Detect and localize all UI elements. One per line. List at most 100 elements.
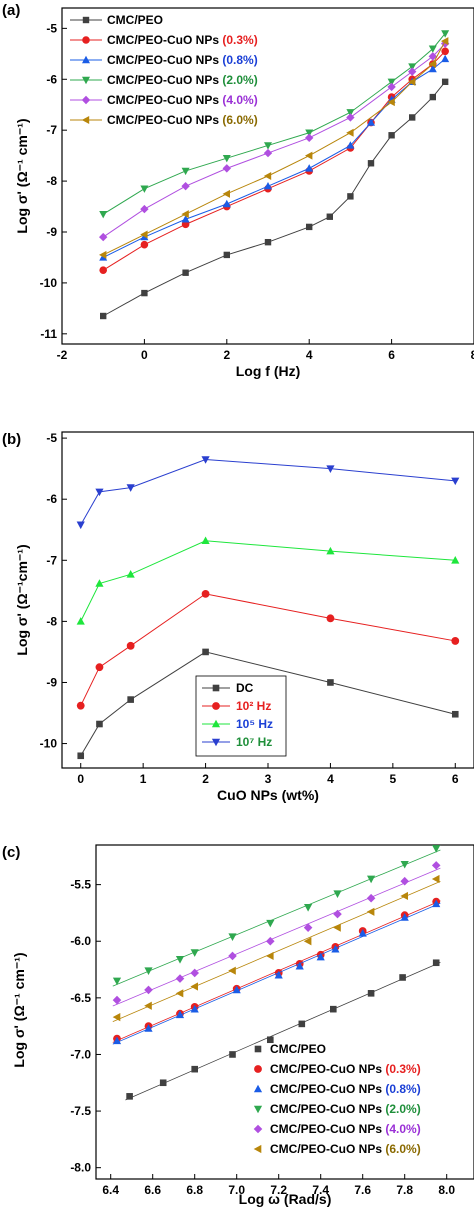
data-point xyxy=(232,985,241,994)
panel-b-legend-label-3: 10⁵ Hz xyxy=(236,717,273,731)
data-point xyxy=(388,132,395,139)
data-point xyxy=(228,951,237,961)
data-point xyxy=(181,210,189,219)
data-point xyxy=(202,648,209,656)
data-point xyxy=(222,199,231,208)
series-line-4 xyxy=(80,458,456,526)
panel-c-legend-label-4: CMC/PEO-CuO NPs (2.0%) xyxy=(270,1102,421,1116)
data-point xyxy=(304,903,313,912)
data-point xyxy=(303,923,313,932)
panel-c-y-axis-label: Log σ' (Ω⁻¹ cm⁻¹) xyxy=(11,952,27,1067)
data-point xyxy=(347,193,354,200)
x-tick-label: 6 xyxy=(388,348,395,362)
data-point xyxy=(144,1001,152,1010)
data-point xyxy=(428,52,437,61)
data-point xyxy=(76,617,85,625)
series-line-2 xyxy=(102,50,446,271)
data-point xyxy=(100,312,107,320)
data-point xyxy=(175,989,184,998)
data-point xyxy=(346,109,355,117)
data-point xyxy=(431,861,441,870)
legend-marker xyxy=(82,76,90,85)
panel-b-legend-label-1: DC xyxy=(236,681,254,695)
x-tick-label: 2 xyxy=(223,348,230,362)
panel-a-x-axis-label: Log f (Hz) xyxy=(236,363,301,379)
data-point xyxy=(305,151,313,160)
y-tick-label: -11 xyxy=(40,327,57,341)
data-point xyxy=(182,269,189,276)
data-point xyxy=(141,289,148,297)
data-point xyxy=(441,47,449,56)
legend-marker xyxy=(81,116,90,124)
x-tick-label: 6.6 xyxy=(144,1183,161,1197)
data-point xyxy=(305,129,314,137)
data-point xyxy=(333,923,341,932)
panel-c: (c) Log σ' (Ω⁻¹ cm⁻¹) Log ω (Rad/s) 6.4 6… xyxy=(2,844,474,1207)
data-point xyxy=(181,181,190,191)
x-tick-label: 6.8 xyxy=(186,1183,203,1197)
legend-marker xyxy=(81,95,91,105)
x-tick-label: 7.4 xyxy=(312,1183,329,1197)
data-point xyxy=(346,113,355,122)
data-point xyxy=(99,210,108,219)
data-point xyxy=(400,876,409,886)
legend-marker xyxy=(253,1084,263,1093)
data-point xyxy=(441,54,450,63)
data-point xyxy=(175,956,185,964)
data-point xyxy=(326,213,333,220)
data-point xyxy=(112,995,122,1005)
panel-b-label: (b) xyxy=(2,431,21,448)
x-tick-label: 6 xyxy=(452,772,459,786)
data-point xyxy=(316,952,325,961)
y-tick-label: -5.5 xyxy=(70,878,91,892)
panel-a-y-axis-label: Log σ' (Ω⁻¹ cm⁻¹) xyxy=(14,118,30,233)
x-tick-label: 6.4 xyxy=(102,1183,119,1197)
fit-line-3 xyxy=(112,902,441,1045)
data-point xyxy=(367,160,375,167)
data-point xyxy=(140,230,148,239)
data-point xyxy=(222,154,231,163)
legend-marker xyxy=(211,719,221,728)
data-point xyxy=(266,951,274,961)
data-point xyxy=(191,1065,198,1073)
data-point xyxy=(95,579,104,587)
data-point xyxy=(408,67,417,76)
panel-c-legend: CMC/PEO CMC/PEO-CuO NPs (0.3%) CMC/PEO-C… xyxy=(253,1042,421,1156)
x-tick-label: 0 xyxy=(77,772,84,786)
panel-b-x-axis-label: CuO NPs (wt%) xyxy=(217,787,319,803)
x-tick-label: 8 xyxy=(471,348,474,362)
data-point xyxy=(441,30,450,38)
x-tick-label: 2 xyxy=(202,772,209,786)
panel-b-legend: DC 10² Hz 10⁵ Hz 10⁷ Hz xyxy=(195,675,287,757)
x-tick-label: 7.2 xyxy=(270,1183,287,1197)
x-tick-label: 7.0 xyxy=(228,1183,245,1197)
data-point xyxy=(305,164,314,172)
y-tick-label: -8.0 xyxy=(70,1161,91,1175)
data-point xyxy=(358,929,367,937)
data-point xyxy=(126,484,135,492)
data-point xyxy=(126,641,135,650)
data-point xyxy=(190,1004,199,1013)
data-point xyxy=(429,93,436,101)
y-tick-label: -7.0 xyxy=(70,1047,91,1061)
data-point xyxy=(366,893,376,903)
data-point xyxy=(305,133,314,143)
panel-b-y-axis-label: Log σ' (Ω⁻¹cm⁻¹) xyxy=(14,544,30,655)
data-point xyxy=(222,164,231,173)
data-point xyxy=(140,240,149,249)
legend-marker xyxy=(253,1124,263,1134)
data-point xyxy=(223,251,230,259)
panel-c-legend-label-6: CMC/PEO-CuO NPs (6.0%) xyxy=(270,1142,421,1156)
x-tick-label: 0 xyxy=(141,348,148,362)
data-point xyxy=(175,1010,185,1019)
data-point xyxy=(333,890,342,898)
data-point xyxy=(303,937,312,946)
data-point xyxy=(181,215,190,223)
data-point xyxy=(126,570,135,578)
y-tick-label: -6 xyxy=(46,72,57,86)
data-point xyxy=(266,936,275,946)
data-point xyxy=(400,913,409,921)
data-point xyxy=(95,663,104,672)
series-line-1 xyxy=(80,651,456,757)
